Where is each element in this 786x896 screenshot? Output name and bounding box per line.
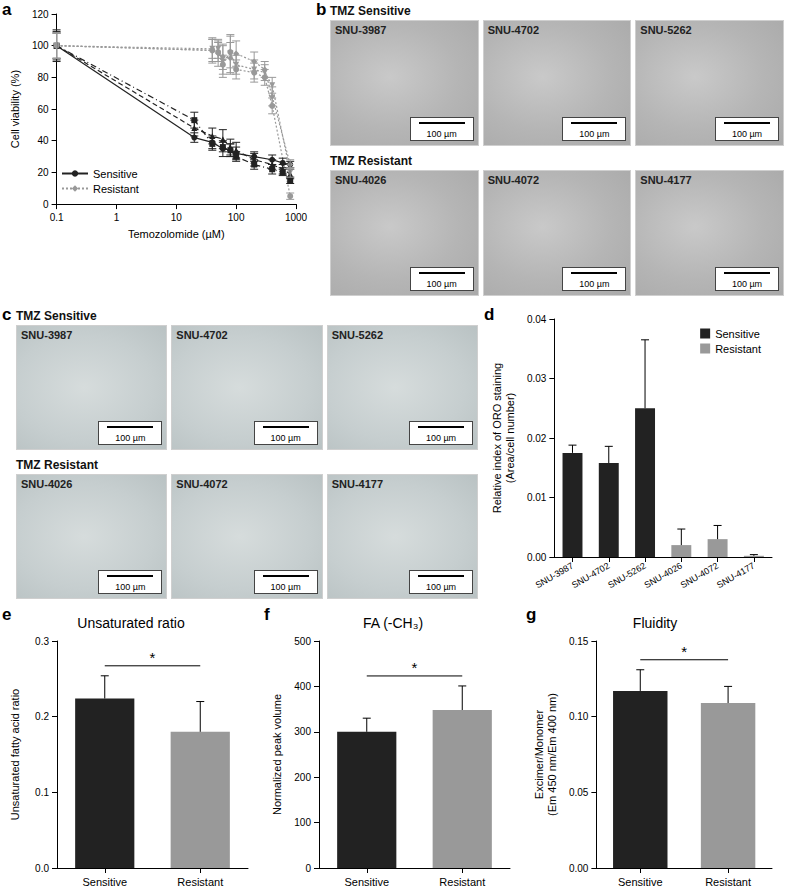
- html-text:c TMZ Sensitive: c TMZ Sensitive: [2, 305, 97, 324]
- svg-text:60: 60: [37, 104, 49, 115]
- svg-text:Sensitive: Sensitive: [344, 876, 389, 888]
- svg-text:Sensitive: Sensitive: [618, 876, 663, 888]
- html-text:SNU-5262: SNU-5262: [640, 24, 692, 36]
- html-text:100 µm: 100 µm: [270, 582, 301, 592]
- svg-text:500: 500: [294, 636, 311, 647]
- svg-text:Resistant: Resistant: [715, 343, 761, 355]
- svg-text:400: 400: [294, 681, 311, 692]
- svg-text:SNU-4702: SNU-4702: [570, 561, 611, 591]
- svg-text:SNU-4072: SNU-4072: [679, 561, 720, 591]
- html-text:100 µm: 100 µm: [426, 279, 457, 289]
- html-text:100 µm: 100 µm: [115, 582, 146, 592]
- html-text:100 µm: 100 µm: [270, 433, 301, 443]
- svg-text:100: 100: [228, 212, 245, 223]
- svg-text:SNU-3987: SNU-3987: [534, 561, 575, 591]
- svg-text:0.15: 0.15: [569, 636, 589, 647]
- html-text:100 µm: 100 µm: [731, 129, 763, 139]
- svg-text:(Area/cell number): (Area/cell number): [504, 393, 516, 483]
- svg-text:0.03: 0.03: [527, 373, 547, 384]
- svg-text:0: 0: [305, 863, 311, 874]
- html-text:d: d: [484, 305, 495, 324]
- html-text:100 µm: 100 µm: [579, 129, 610, 139]
- svg-text:SNU-4177: SNU-4177: [715, 561, 756, 591]
- html-text:SNU-4072: SNU-4072: [176, 478, 228, 490]
- html-text:e: e: [2, 605, 12, 624]
- html-text:g: g: [526, 605, 537, 624]
- svg-text:*: *: [150, 649, 156, 666]
- html-text:f: f: [264, 605, 270, 624]
- svg-text:0.1: 0.1: [50, 212, 64, 223]
- svg-text:1: 1: [114, 212, 120, 223]
- svg-text:Normalized peak volume: Normalized peak volume: [271, 694, 283, 815]
- html-text:100 µm: 100 µm: [425, 433, 457, 443]
- svg-text:0.04: 0.04: [527, 314, 547, 325]
- svg-text:Cell viability (%): Cell viability (%): [9, 70, 21, 148]
- html-text:SNU-4026: SNU-4026: [21, 478, 73, 490]
- svg-text:0.02: 0.02: [527, 433, 547, 444]
- svg-text:0.3: 0.3: [35, 636, 49, 647]
- svg-text:SNU-4026: SNU-4026: [642, 561, 683, 591]
- html-text:100 µm: 100 µm: [115, 433, 146, 443]
- svg-text:1000: 1000: [285, 212, 308, 223]
- svg-text:Resistant: Resistant: [177, 876, 223, 888]
- svg-text:100: 100: [32, 40, 49, 51]
- html-text:SNU-4177: SNU-4177: [331, 478, 383, 490]
- svg-text:Sensitive: Sensitive: [82, 876, 127, 888]
- svg-text:40: 40: [37, 135, 49, 146]
- html-text:100 µm: 100 µm: [426, 129, 457, 139]
- html-text:SNU-3987: SNU-3987: [21, 329, 73, 341]
- html-text:a: a: [2, 0, 12, 19]
- svg-text:*: *: [412, 659, 418, 676]
- svg-text:Relative index of ORO staining: Relative index of ORO staining: [491, 363, 503, 513]
- svg-text:SNU-5262: SNU-5262: [606, 561, 647, 591]
- html-text:TMZ Resistant: TMZ Resistant: [330, 154, 412, 168]
- svg-text:Resistant: Resistant: [439, 876, 485, 888]
- svg-text:FA (-CH₃): FA (-CH₃): [363, 615, 423, 631]
- svg-text:Fluidity: Fluidity: [633, 615, 677, 631]
- svg-text:0.10: 0.10: [569, 711, 589, 722]
- svg-text:100: 100: [294, 817, 311, 828]
- svg-text:*: *: [681, 643, 687, 660]
- svg-text:0: 0: [43, 199, 49, 210]
- html-text:100 µm: 100 µm: [731, 279, 763, 289]
- html-text:100 µm: 100 µm: [579, 279, 610, 289]
- svg-text:Temozolomide (µM): Temozolomide (µM): [128, 228, 225, 240]
- svg-text:0.2: 0.2: [35, 711, 49, 722]
- svg-text:300: 300: [294, 726, 311, 737]
- svg-text:80: 80: [37, 72, 49, 83]
- svg-text:Excimer/Monomer: Excimer/Monomer: [533, 710, 545, 800]
- svg-text:Unsaturated fatty acid ratio: Unsaturated fatty acid ratio: [9, 689, 21, 820]
- svg-text:120: 120: [32, 9, 49, 20]
- html-text:SNU-4026: SNU-4026: [335, 174, 387, 186]
- html-text:SNU-5262: SNU-5262: [331, 329, 383, 341]
- html-text:SNU-4177: SNU-4177: [640, 174, 692, 186]
- svg-text:0.0: 0.0: [35, 863, 49, 874]
- svg-text:0.00: 0.00: [569, 863, 589, 874]
- svg-text:20: 20: [37, 167, 49, 178]
- svg-text:0.1: 0.1: [35, 787, 49, 798]
- html-text:SNU-4072: SNU-4072: [487, 174, 539, 186]
- html-text:100 µm: 100 µm: [425, 582, 457, 592]
- svg-text:200: 200: [294, 772, 311, 783]
- svg-text:Resistant: Resistant: [93, 183, 139, 195]
- svg-text:Unsaturated ratio: Unsaturated ratio: [77, 615, 185, 631]
- svg-text:0.01: 0.01: [527, 492, 547, 503]
- svg-text:0.05: 0.05: [569, 787, 589, 798]
- svg-text:10: 10: [171, 212, 183, 223]
- html-text:TMZ Resistant: TMZ Resistant: [16, 458, 98, 472]
- html-text:SNU-3987: SNU-3987: [335, 24, 387, 36]
- html-text:SNU-4702: SNU-4702: [176, 329, 228, 341]
- svg-text:Sensitive: Sensitive: [715, 328, 760, 340]
- svg-text:Resistant: Resistant: [705, 876, 751, 888]
- svg-text:0.00: 0.00: [527, 552, 547, 563]
- svg-text:Sensitive: Sensitive: [93, 168, 138, 180]
- svg-text:(Em 450 nm/Em 400 nm): (Em 450 nm/Em 400 nm): [546, 693, 558, 816]
- html-text:b TMZ Sensitive: b TMZ Sensitive: [316, 0, 411, 19]
- html-text:SNU-4702: SNU-4702: [487, 24, 539, 36]
